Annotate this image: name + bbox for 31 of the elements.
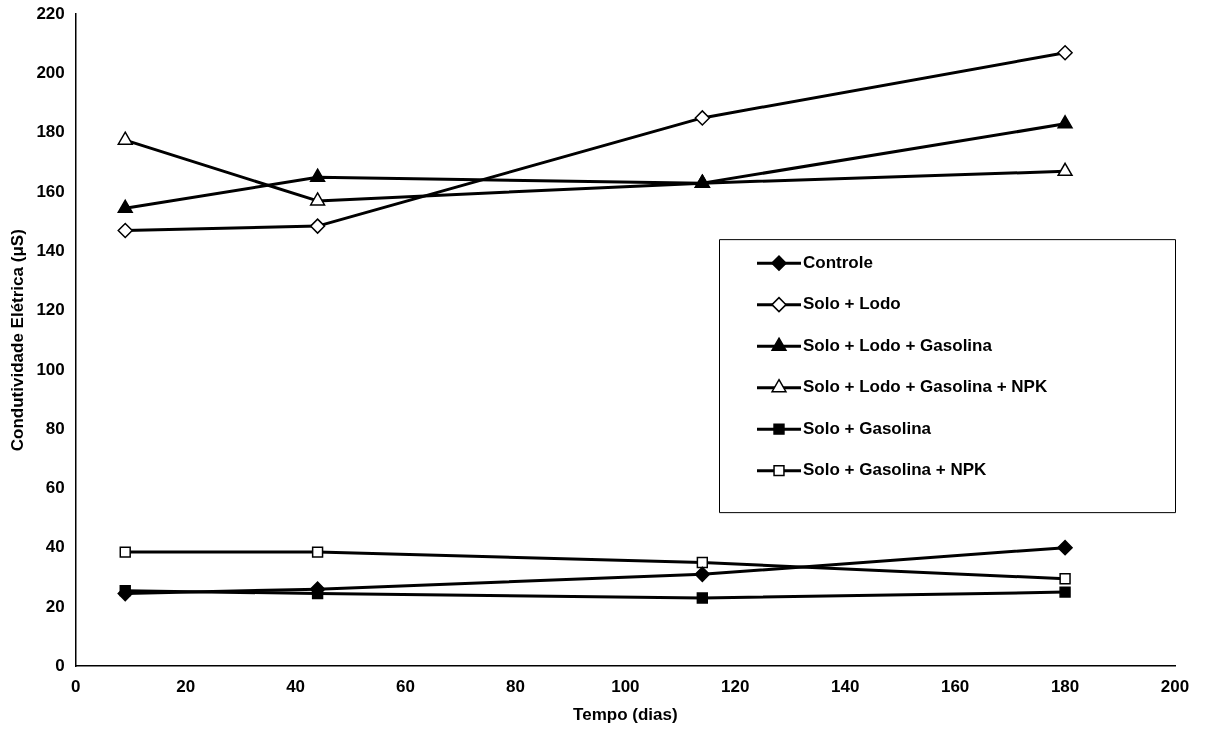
y-tick-label: 60 — [45, 478, 65, 498]
legend-label: Solo + Lodo + Gasolina + NPK — [803, 377, 1048, 397]
x-axis-title: Tempo (dias) — [573, 705, 678, 725]
x-tick-label: 100 — [611, 677, 640, 697]
x-tick-label: 160 — [940, 677, 970, 697]
y-tick-label: 80 — [45, 418, 65, 438]
y-tick-label: 100 — [36, 359, 65, 379]
legend-label: Solo + Lodo + Gasolina — [803, 335, 993, 355]
legend-label: Solo + Gasolina — [803, 418, 932, 438]
x-tick-label: 20 — [176, 677, 196, 697]
y-tick-label: 180 — [36, 122, 65, 142]
x-tick-label: 120 — [721, 677, 750, 697]
legend-label: Solo + Gasolina + NPK — [803, 460, 987, 480]
legend-label: Solo + Lodo — [803, 294, 901, 314]
x-tick-label: 40 — [286, 677, 306, 697]
y-tick-label: 0 — [55, 655, 65, 675]
y-tick-label: 140 — [36, 240, 65, 260]
x-tick-label: 200 — [1160, 677, 1190, 697]
y-tick-label: 120 — [36, 300, 65, 320]
x-tick-label: 180 — [1050, 677, 1080, 697]
y-axis-title: Condutividade Elétrica (μS) — [7, 229, 27, 452]
x-tick-label: 80 — [506, 677, 525, 697]
x-tick-label: 0 — [71, 677, 81, 697]
y-tick-label: 220 — [36, 3, 65, 23]
y-tick-label: 20 — [45, 596, 65, 616]
y-tick-label: 160 — [36, 181, 65, 201]
x-tick-label: 140 — [831, 677, 860, 697]
y-tick-label: 40 — [45, 537, 65, 557]
x-tick-label: 60 — [396, 677, 415, 697]
legend-label: Controle — [803, 252, 873, 272]
y-tick-label: 200 — [36, 63, 65, 83]
